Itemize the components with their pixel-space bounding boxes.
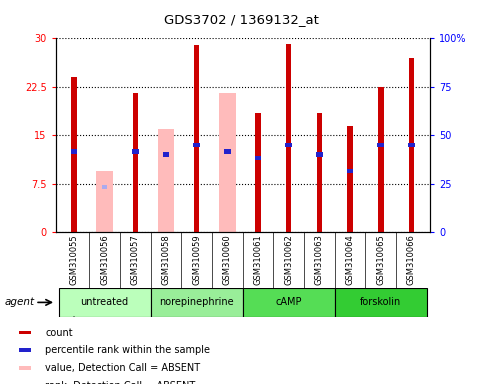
Bar (316, 152, 323, 157)
Text: GSM310059: GSM310059 (192, 234, 201, 285)
Bar (224, 149, 231, 154)
Text: GSM310058: GSM310058 (161, 234, 170, 285)
Text: percentile rank within the sample: percentile rank within the sample (45, 345, 210, 355)
Bar (19, 331, 31, 334)
Bar (102, 185, 107, 189)
Bar (378, 87, 384, 232)
Bar (317, 113, 322, 232)
Bar (335, 288, 427, 317)
Bar (71, 149, 77, 154)
Bar (243, 288, 335, 317)
Text: GSM310061: GSM310061 (254, 234, 263, 285)
Bar (285, 143, 292, 147)
Text: GSM310056: GSM310056 (100, 234, 109, 285)
Bar (408, 143, 415, 147)
Bar (347, 126, 353, 232)
Bar (377, 143, 384, 147)
Text: value, Detection Call = ABSENT: value, Detection Call = ABSENT (45, 363, 200, 373)
Bar (157, 129, 174, 232)
Bar (132, 93, 138, 232)
Bar (19, 349, 31, 352)
Bar (163, 152, 169, 157)
Bar (132, 149, 139, 154)
Text: GSM310060: GSM310060 (223, 234, 232, 285)
Text: GSM310065: GSM310065 (376, 234, 385, 285)
Bar (194, 45, 199, 232)
Text: forskolin: forskolin (360, 297, 401, 308)
Bar (347, 169, 354, 173)
Bar (19, 366, 31, 369)
Text: norepinephrine: norepinephrine (159, 297, 234, 308)
Text: GSM310063: GSM310063 (315, 234, 324, 285)
Text: GDS3702 / 1369132_at: GDS3702 / 1369132_at (164, 13, 319, 26)
Bar (163, 152, 170, 157)
Text: agent: agent (5, 297, 35, 308)
Bar (58, 288, 151, 317)
Bar (286, 43, 292, 232)
Bar (225, 149, 230, 154)
Bar (96, 171, 113, 232)
Bar (151, 288, 243, 317)
Text: GSM310062: GSM310062 (284, 234, 293, 285)
Bar (71, 77, 77, 232)
Bar (256, 113, 261, 232)
Text: rank, Detection Call = ABSENT: rank, Detection Call = ABSENT (45, 381, 195, 384)
Bar (255, 156, 261, 160)
Text: cAMP: cAMP (275, 297, 302, 308)
Text: GSM310055: GSM310055 (70, 234, 78, 285)
Text: count: count (45, 328, 72, 338)
Text: GSM310064: GSM310064 (346, 234, 355, 285)
Bar (409, 58, 414, 232)
Text: GSM310057: GSM310057 (131, 234, 140, 285)
Text: untreated: untreated (81, 297, 128, 308)
Bar (219, 93, 236, 232)
Bar (193, 143, 200, 147)
Text: GSM310066: GSM310066 (407, 234, 416, 285)
